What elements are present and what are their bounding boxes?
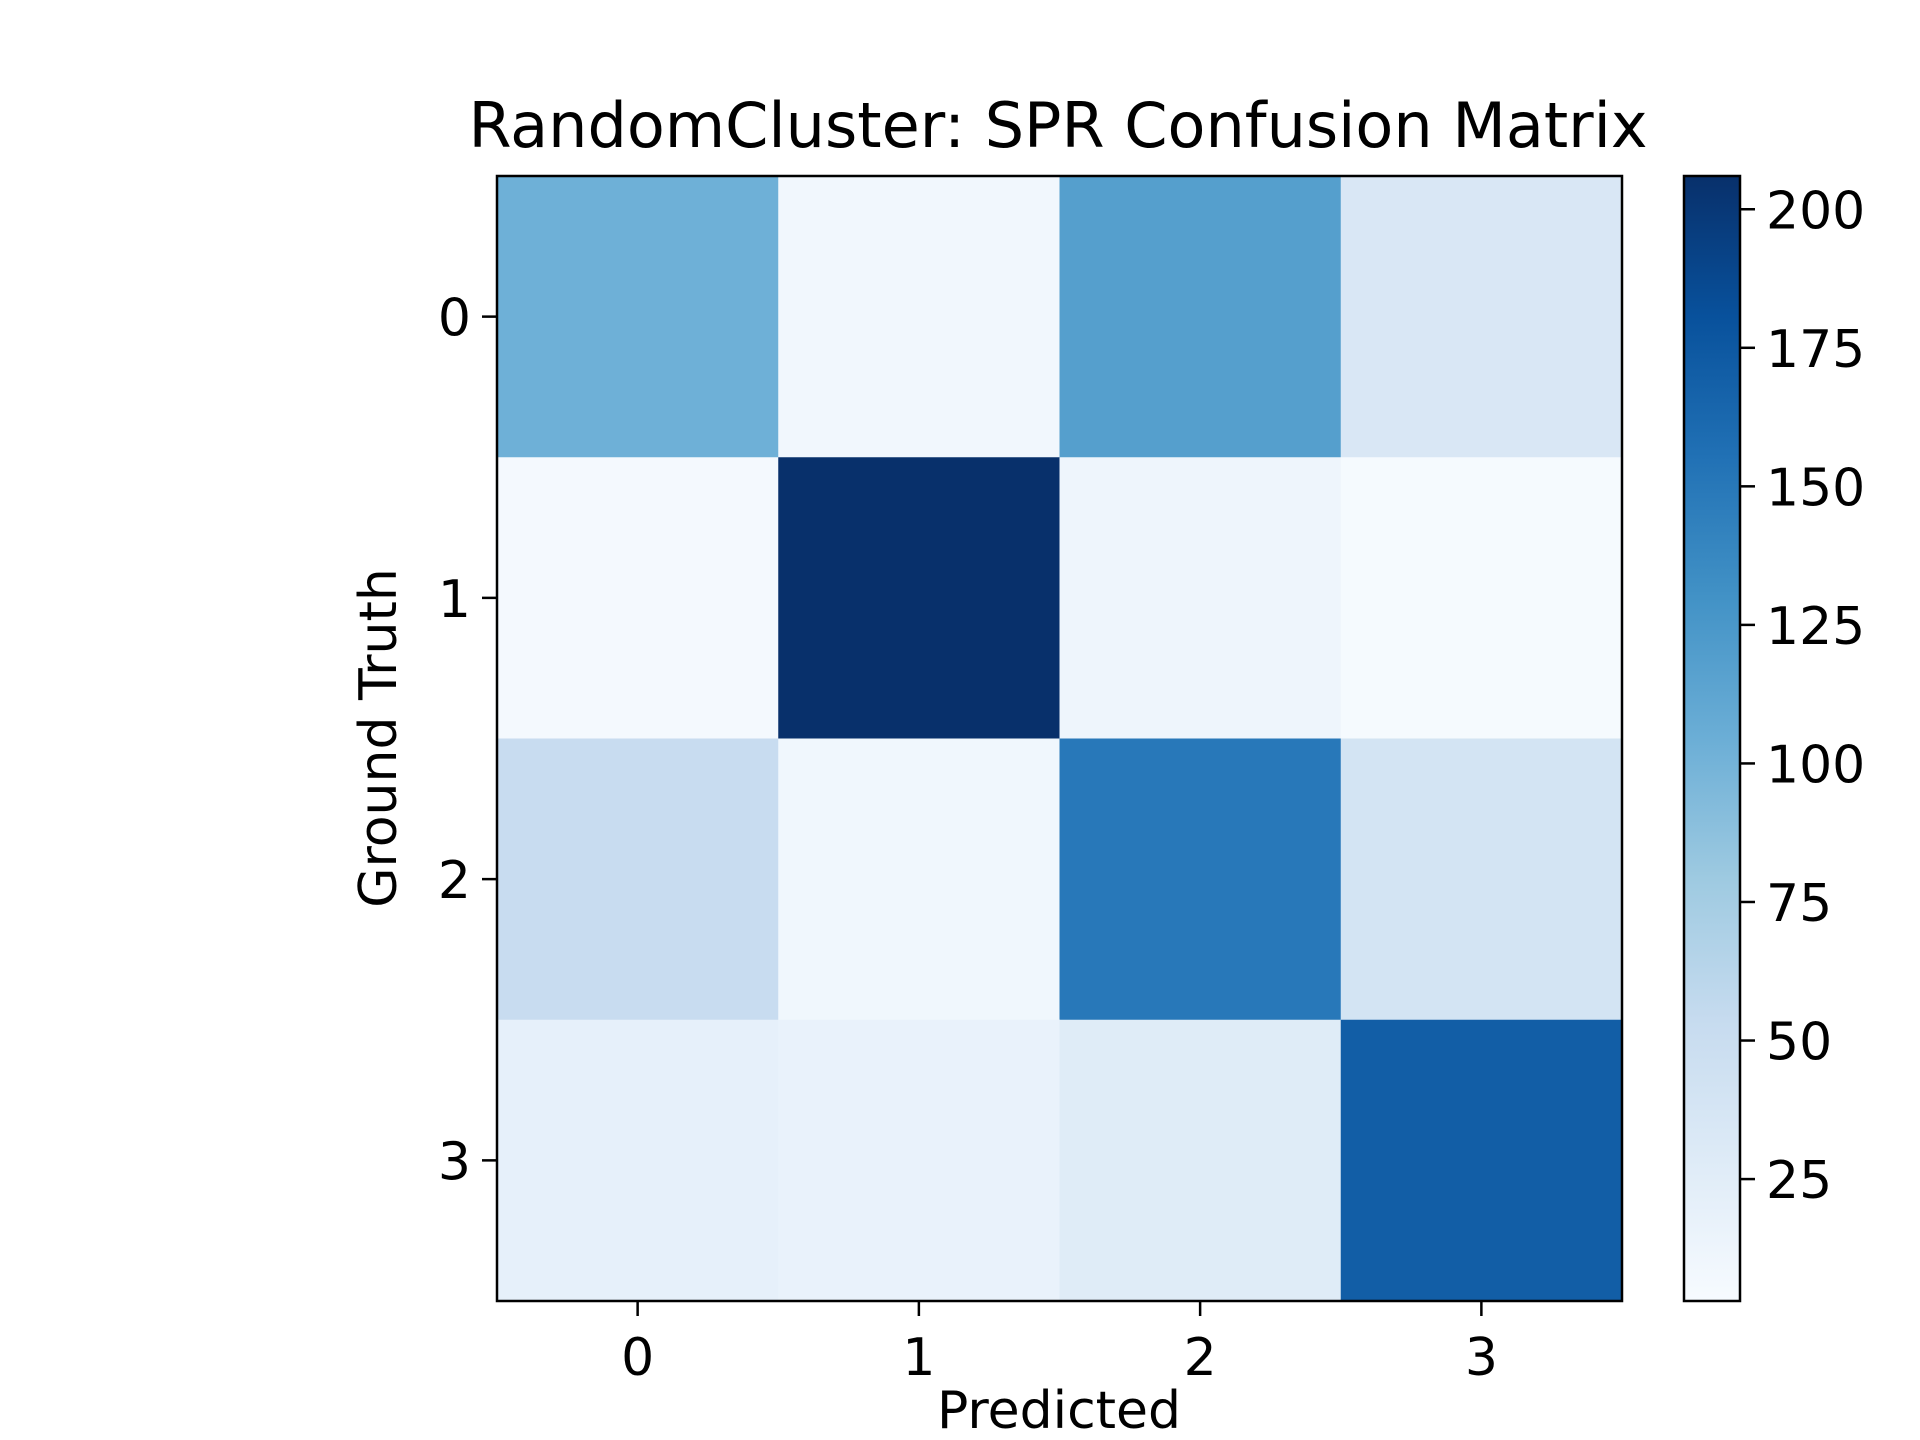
heatmap-cell-1-2 [1059,457,1342,740]
x-tick-label-1: 1 [902,1328,935,1388]
y-axis-label: Ground Truth [349,568,409,908]
heatmap-cell-1-1 [778,457,1061,740]
y-axis: 0 1 2 3 [438,289,497,1192]
heatmap-cell-2-3 [1340,738,1623,1021]
colorbar-tick-label-125: 125 [1766,597,1865,657]
chart-title: RandomCluster: SPR Confusion Matrix [468,89,1647,162]
colorbar-tick-label-50: 50 [1766,1013,1832,1073]
colorbar-tick-label-100: 100 [1766,735,1865,795]
colorbar-gradient [1684,176,1740,1301]
x-axis-label: Predicted [937,1381,1181,1440]
colorbar-tick-label-200: 200 [1766,181,1865,241]
colorbar-tick-label-75: 75 [1766,874,1832,934]
y-tick-label-3: 3 [438,1132,471,1192]
colorbar-frame [1682,174,1742,1303]
colorbar-tick-label-150: 150 [1766,458,1865,518]
heatmap-cell-0-0 [497,176,779,458]
colorbar-tick-label-175: 175 [1766,320,1865,380]
heatmap-cell-3-0 [497,1019,779,1302]
x-tick-label-3: 3 [1465,1328,1498,1388]
colorbar: 25 50 75 100 125 150 175 200 [1682,174,1865,1303]
x-tick-label-0: 0 [621,1328,654,1388]
heatmap-cell-0-2 [1059,176,1342,458]
heatmap-cell-3-1 [778,1019,1061,1302]
heatmap-cell-2-1 [778,738,1061,1021]
heatmap-cell-3-3 [1340,1019,1623,1302]
colorbar-tick-label-25: 25 [1766,1151,1832,1211]
heatmap-cell-2-0 [497,738,779,1021]
x-axis: 0 1 2 3 [621,1301,1498,1388]
heatmap-frame [495,174,1624,1303]
heatmap-cell-0-3 [1340,176,1623,458]
y-tick-label-1: 1 [438,570,471,630]
heatmap-cells [497,176,1623,1302]
x-tick-label-2: 2 [1184,1328,1217,1388]
y-tick-label-2: 2 [438,851,471,911]
heatmap-cell-1-3 [1340,457,1623,740]
heatmap-cell-1-0 [497,457,779,740]
colorbar-ticks: 25 50 75 100 125 150 175 200 [1740,181,1865,1211]
heatmap-cell-0-1 [778,176,1061,458]
y-tick-label-0: 0 [438,289,471,349]
heatmap-cell-2-2 [1059,738,1342,1021]
heatmap-cell-3-2 [1059,1019,1342,1302]
